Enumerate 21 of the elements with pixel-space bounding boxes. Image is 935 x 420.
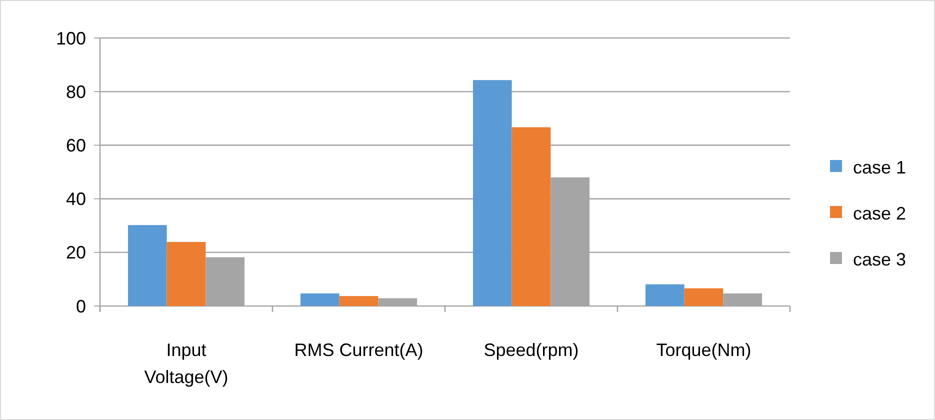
- bar: [128, 225, 167, 306]
- x-tick-label: Torque(Nm): [656, 340, 752, 360]
- y-tick-label: 80: [66, 82, 86, 102]
- bar: [645, 284, 684, 306]
- y-tick-label: 100: [56, 28, 86, 48]
- legend-label: case 2: [853, 203, 906, 224]
- legend-label: case 1: [853, 157, 906, 178]
- x-tick-label: Input Voltage(V): [144, 340, 228, 387]
- bar: [300, 293, 340, 306]
- y-tick-label: 20: [66, 242, 86, 263]
- x-tick-label: Speed(rpm): [484, 340, 579, 360]
- y-tick-label: 0: [76, 296, 86, 316]
- bar: [512, 127, 551, 306]
- legend-label: case 3: [853, 249, 906, 270]
- bar: [339, 296, 378, 306]
- y-tick-label: 60: [66, 136, 86, 156]
- bar: [684, 288, 724, 306]
- bar: [166, 242, 206, 306]
- x-tick-label: RMS Current(A): [294, 340, 424, 360]
- bar: [472, 80, 512, 306]
- y-tick-label: 40: [66, 189, 86, 210]
